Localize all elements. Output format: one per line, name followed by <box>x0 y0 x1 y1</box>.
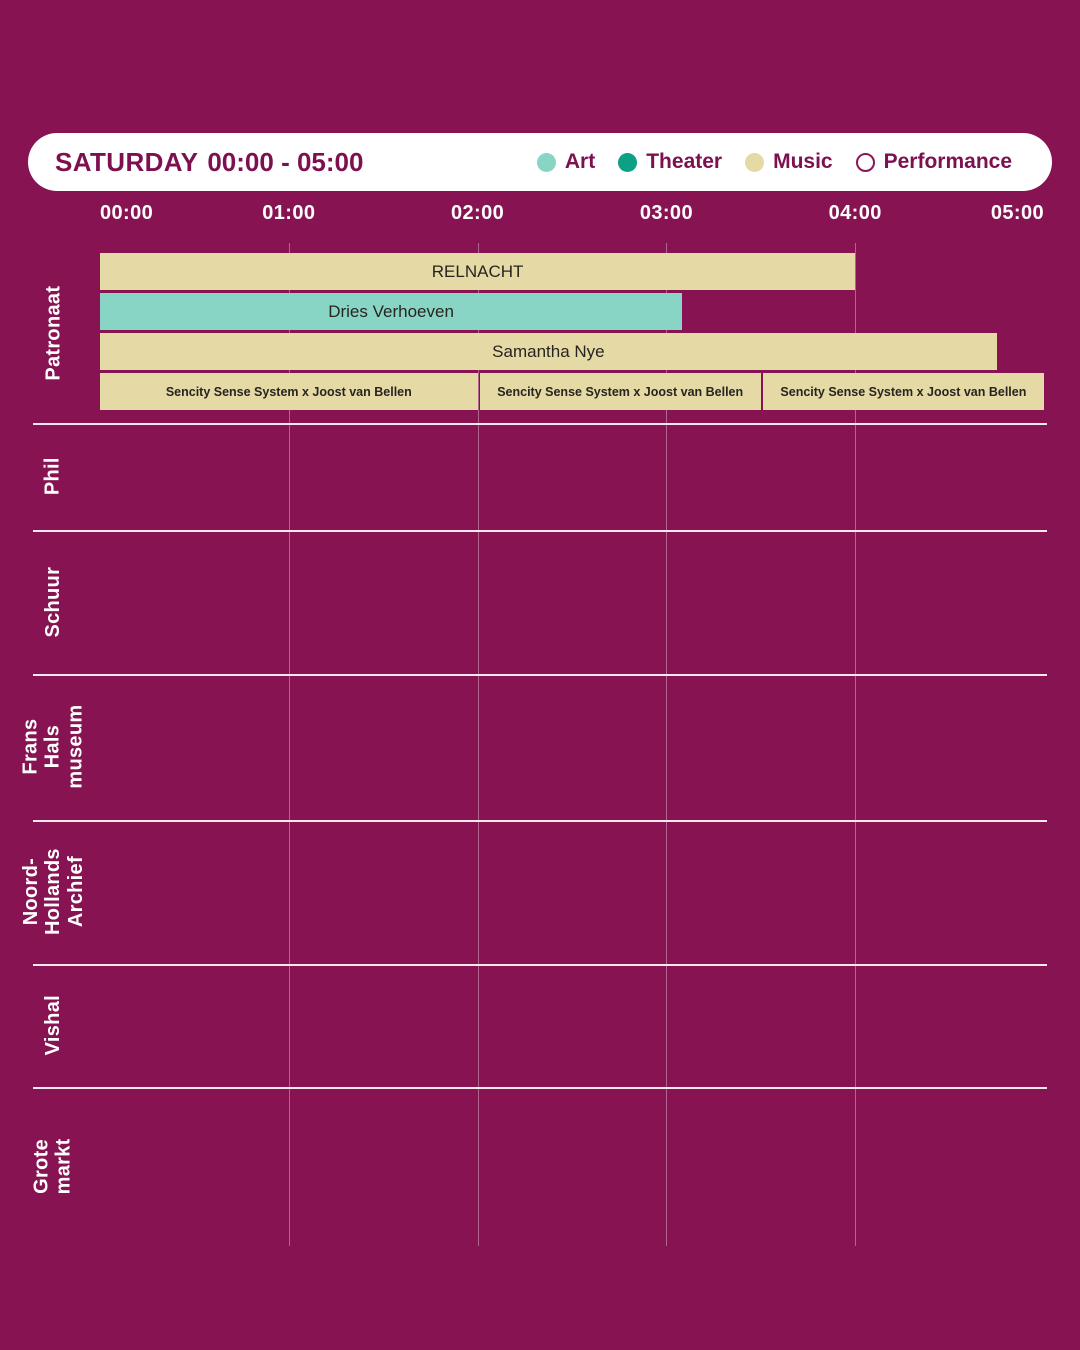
legend-item-theater: Theater <box>618 150 722 174</box>
row-separator <box>33 530 1047 532</box>
venue-label-grote-markt: Grote markt <box>14 1087 92 1246</box>
row-separator <box>33 1087 1047 1089</box>
event-relnacht: RELNACHT <box>100 253 856 290</box>
venue-label-patronaat: Patronaat <box>14 243 92 423</box>
venue-label-text: Schuur <box>41 566 64 638</box>
music-dot-icon <box>745 152 765 172</box>
page-title: SATURDAY 00:00 - 05:00 <box>55 147 363 178</box>
venue-label-text: Patronaat <box>41 285 64 381</box>
row-separator <box>33 964 1047 966</box>
time-range: 00:00 - 05:00 <box>207 146 364 177</box>
venue-label-noord-hollands-archief: Noord- Hollands Archief <box>14 820 92 964</box>
venue-label-vishal: Vishal <box>14 964 92 1087</box>
legend-item-performance: Performance <box>855 150 1012 174</box>
time-axis: 00:00 01:00 02:00 03:00 04:00 05:00 <box>100 202 1044 228</box>
venue-label-schuur: Schuur <box>14 530 92 674</box>
row-separator <box>33 674 1047 676</box>
row-separator <box>33 820 1047 822</box>
header-bar: SATURDAY 00:00 - 05:00 Art Theater Music Per… <box>28 133 1052 191</box>
legend-item-music: Music <box>745 150 833 174</box>
legend-label: Music <box>773 150 833 173</box>
time-tick-04-00: 04:00 <box>828 202 882 224</box>
time-tick-03-00: 03:00 <box>639 202 693 224</box>
venue-label-text: Phil <box>41 457 64 496</box>
time-tick-01-00: 01:00 <box>262 202 316 224</box>
venue-label-text: Noord- Hollands Archief <box>19 848 87 936</box>
time-tick-00-00: 00:00 <box>100 202 154 224</box>
venue-label-frans-hals-museum: Frans Hals museum <box>14 674 92 820</box>
theater-dot-icon <box>618 152 638 172</box>
day-title: SATURDAY <box>55 146 199 177</box>
venue-label-text: Frans Hals museum <box>19 704 87 790</box>
venue-label-text: Grote markt <box>30 1138 75 1195</box>
event-samantha-nye: Samantha Nye <box>100 333 997 370</box>
hour-gridline <box>855 243 857 1246</box>
legend: Art Theater Music Performance <box>536 150 1012 174</box>
legend-label: Art <box>564 150 596 173</box>
venue-label-text: Vishal <box>41 995 64 1056</box>
hour-gridline <box>666 243 668 1246</box>
time-tick-05-00: 05:00 <box>990 202 1044 224</box>
event-sencity-sense-system-x-joost-van-bellen: Sencity Sense System x Joost van Bellen <box>479 373 761 410</box>
event-sencity-sense-system-x-joost-van-bellen: Sencity Sense System x Joost van Bellen <box>762 373 1044 410</box>
row-separator <box>33 423 1047 425</box>
performance-dot-icon <box>855 152 875 172</box>
venue-label-phil: Phil <box>14 423 92 530</box>
hour-gridline <box>477 243 479 1246</box>
time-tick-02-00: 02:00 <box>451 202 505 224</box>
legend-label: Performance <box>883 150 1012 173</box>
hour-gridline <box>288 243 290 1246</box>
event-sencity-sense-system-x-joost-van-bellen: Sencity Sense System x Joost van Bellen <box>100 373 478 410</box>
art-dot-icon <box>536 152 556 172</box>
legend-label: Theater <box>646 150 723 173</box>
event-dries-verhoeven: Dries Verhoeven <box>100 293 683 330</box>
legend-item-art: Art <box>536 150 596 174</box>
